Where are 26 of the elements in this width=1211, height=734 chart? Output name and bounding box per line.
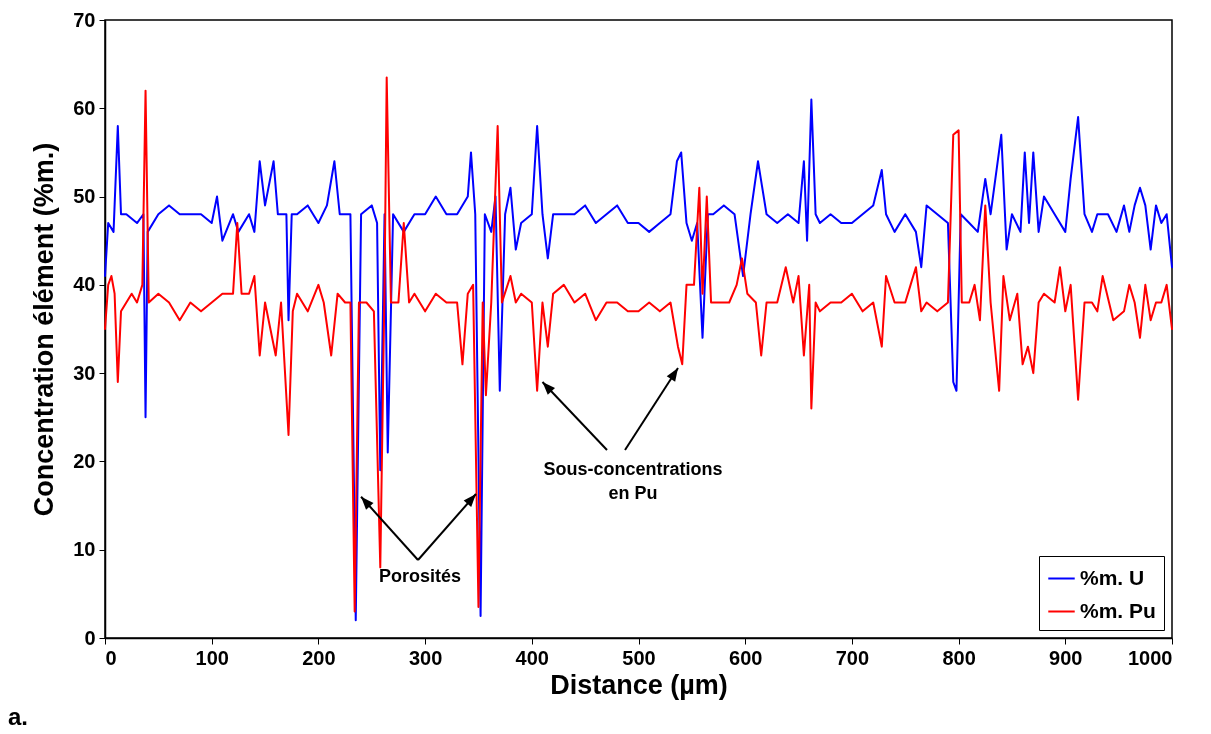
x-tick-label: 0: [105, 646, 117, 669]
y-tick-label: 40: [73, 273, 96, 296]
x-tick-label: 200: [302, 646, 336, 669]
y-tick-label: 20: [73, 449, 96, 472]
y-tick-label: 70: [73, 8, 96, 31]
y-tick-label: 50: [73, 185, 96, 208]
x-axis-title: Distance (µm): [550, 669, 728, 700]
y-tick-label: 0: [84, 626, 96, 649]
x-tick-label: 300: [408, 646, 443, 669]
y-tick-label: 10: [73, 538, 96, 561]
legend-label: %m. Pu: [1080, 598, 1156, 622]
y-axis-title: Concentration élément (%m.): [29, 142, 60, 517]
x-tick-label: 500: [622, 646, 656, 669]
x-tick-label: 400: [515, 646, 549, 669]
x-tick-label: 900: [1049, 646, 1083, 669]
x-tick-label: 1000: [1128, 646, 1173, 669]
x-tick-label: 800: [942, 646, 976, 669]
y-tick-label: 60: [73, 96, 96, 119]
y-tick-label: 30: [73, 361, 96, 384]
x-tick-label: 100: [195, 646, 229, 669]
x-tick-label: 600: [729, 646, 763, 669]
text: a.: [7, 703, 29, 730]
annotation: Sous-concentrations en Pu: [543, 459, 723, 503]
legend-label: %m. U: [1080, 565, 1145, 589]
annotation: Porosités: [378, 566, 462, 586]
x-tick-label: 700: [835, 646, 870, 669]
